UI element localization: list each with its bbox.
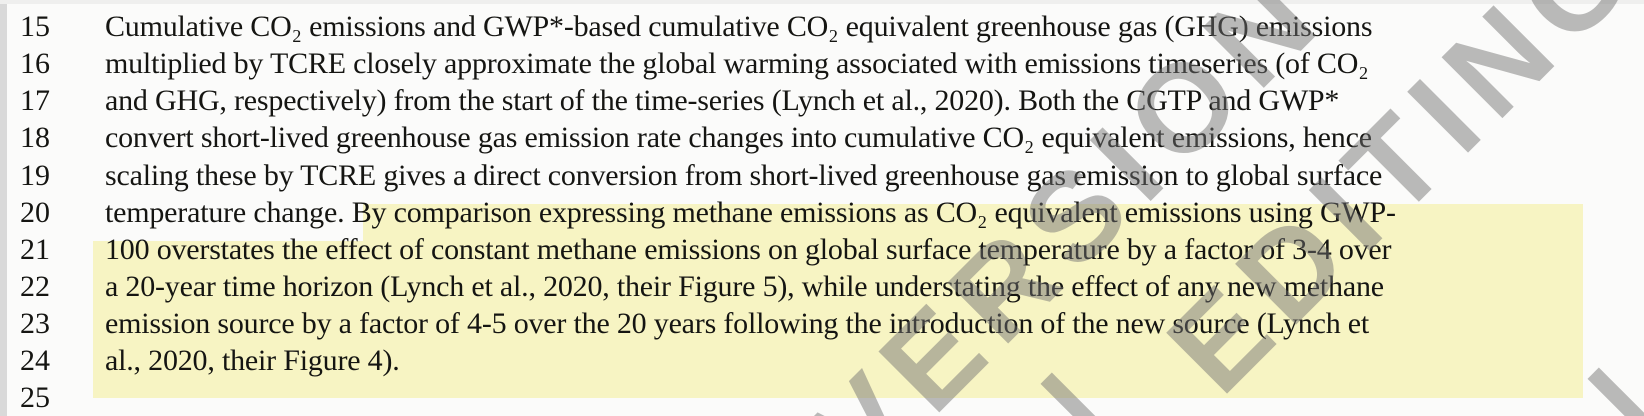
text-line-17: and GHG, respectively) from the start of… [105, 84, 1340, 118]
line-number: 19 [20, 158, 50, 192]
line-number: 17 [20, 84, 50, 118]
text-line-23: emission source by a factor of 4-5 over … [105, 307, 1370, 341]
text-line-25 [105, 379, 1615, 416]
text-line-18: convert short-lived greenhouse gas emiss… [105, 121, 1372, 155]
text-line-15: Cumulative CO₂ emissions and GWP*-based … [105, 10, 1373, 43]
line-number: 21 [20, 232, 50, 266]
line-number-column: 15 16 17 18 19 20 21 22 23 24 25 [20, 8, 50, 416]
text-line-19: scaling these by TCRE gives a direct con… [105, 158, 1383, 192]
line-number: 20 [20, 195, 50, 229]
highlight-line20-partial [363, 204, 1583, 241]
text-line-21: 100 overstates the effect of constant me… [105, 232, 1392, 266]
line-number: 22 [20, 269, 50, 303]
line-number: 16 [20, 47, 50, 81]
page-left-edge [0, 0, 7, 416]
text-line-16: multiplied by TCRE closely approximate t… [105, 47, 1369, 81]
line-number: 18 [20, 121, 50, 155]
page-top-edge [0, 0, 1644, 4]
text-line-20: temperature change. By comparison expres… [105, 195, 1396, 229]
line-number: 23 [20, 307, 50, 341]
line-number: 24 [20, 344, 50, 378]
text-line-24: al., 2020, their Figure 4). [105, 344, 400, 378]
body-text-column: Cumulative CO₂ emissions and GWP*-based … [105, 8, 1615, 416]
text-line-22: a 20-year time horizon (Lynch et al., 20… [105, 269, 1384, 303]
highlight-block-lines21-24 [93, 241, 1583, 398]
line-number: 25 [20, 381, 50, 415]
line-number: 15 [20, 10, 50, 43]
